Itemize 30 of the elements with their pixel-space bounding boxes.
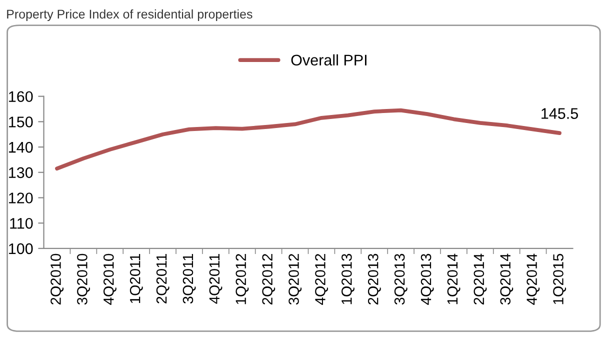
- x-tick-label: 4Q2010: [103, 254, 116, 305]
- x-tick-label: 1Q2015: [553, 254, 566, 304]
- data-label: 145.5: [542, 108, 578, 119]
- x-tick-label: 1Q2013: [342, 254, 354, 304]
- y-tick-label: 100: [9, 243, 33, 254]
- y-tick-label: 150: [9, 116, 33, 128]
- legend-label: Overall PPI: [291, 54, 366, 66]
- x-tick-label: 4Q2011: [209, 254, 222, 304]
- chart-title: Property Price Index of residential properties: [7, 9, 252, 22]
- y-tick-label: 140: [9, 142, 33, 153]
- x-tick-label: 1Q2011: [130, 254, 143, 303]
- x-tick-label: 3Q2011: [182, 254, 196, 304]
- x-tick-label: 4Q2012: [315, 254, 328, 305]
- x-tick-label: 3Q2010: [77, 254, 90, 305]
- x-tick-label: 2Q2012: [262, 254, 276, 304]
- y-tick-label: 160: [9, 91, 33, 102]
- y-tick-label: 110: [10, 218, 33, 229]
- x-tick-label: 3Q2013: [394, 254, 408, 305]
- x-tick-label: 2Q2011: [156, 254, 170, 304]
- x-tick-label: 2Q2014: [474, 254, 487, 304]
- x-tick-label: 2Q2010: [50, 254, 64, 304]
- y-tick-label: 120: [9, 192, 33, 204]
- x-tick-label: 3Q2014: [500, 254, 514, 305]
- x-tick-label: 4Q2013: [420, 254, 434, 305]
- x-tick-label: 2Q2013: [368, 254, 381, 304]
- x-tick-label: 4Q2014: [526, 254, 540, 305]
- x-tick-label: 3Q2012: [288, 254, 302, 305]
- y-tick-label: 130: [9, 167, 33, 178]
- x-tick-label: 1Q2012: [236, 254, 249, 304]
- x-tick-label: 1Q2014: [447, 254, 460, 304]
